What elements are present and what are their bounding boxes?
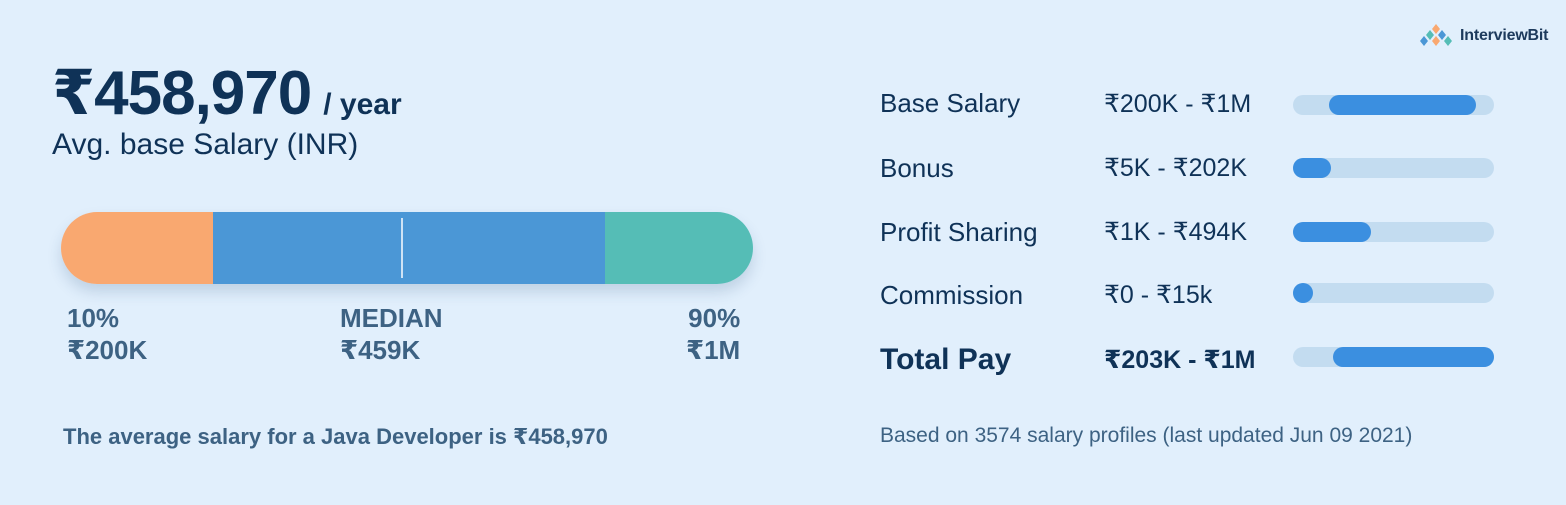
median-value: ₹459K xyxy=(340,335,421,365)
brand-logo: InterviewBit xyxy=(1418,22,1548,50)
low-value: ₹200K xyxy=(67,335,148,365)
breakdown-bar xyxy=(1333,347,1494,367)
breakdown-label: Base Salary xyxy=(880,88,1021,118)
range-segment-mid xyxy=(213,212,605,284)
breakdown-label: Profit Sharing xyxy=(880,217,1038,247)
breakdown-track xyxy=(1293,158,1494,178)
salary-subtitle: Avg. base Salary (INR) xyxy=(52,128,359,161)
high-value: ₹1M xyxy=(686,335,741,365)
breakdown-bar xyxy=(1293,283,1313,303)
low-percentile: 10% xyxy=(67,303,120,333)
salary-period: / year xyxy=(323,88,402,121)
breakdown-bar xyxy=(1293,222,1371,242)
median-percentile: MEDIAN xyxy=(340,303,443,333)
breakdown-label: Total Pay xyxy=(880,343,1012,376)
breakdown-range: ₹5K - ₹202K xyxy=(1104,154,1247,182)
average-salary-statement: The average salary for a Java Developer … xyxy=(63,424,608,449)
breakdown-range: ₹0 - ₹15k xyxy=(1104,281,1213,309)
breakdown-label: Bonus xyxy=(880,153,954,183)
range-segment-low xyxy=(61,212,213,284)
breakdown-bar xyxy=(1293,158,1331,178)
range-segment-high xyxy=(605,212,753,284)
breakdown-track xyxy=(1293,283,1494,303)
breakdown-range: ₹1K - ₹494K xyxy=(1104,218,1247,246)
data-source-note: Based on 3574 salary profiles (last upda… xyxy=(880,424,1413,447)
breakdown-track xyxy=(1293,222,1494,242)
breakdown-range: ₹200K - ₹1M xyxy=(1104,90,1252,118)
salary-headline: ₹458,970 / year xyxy=(52,56,402,129)
high-percentile: 90% xyxy=(688,303,741,333)
breakdown-range: ₹203K - ₹1M xyxy=(1104,346,1256,374)
breakdown-bar xyxy=(1329,95,1476,115)
median-marker xyxy=(401,218,403,278)
interviewbit-logo-icon xyxy=(1420,24,1452,46)
breakdown-track xyxy=(1293,95,1494,115)
range-label-low: 10% ₹200K xyxy=(67,302,147,366)
average-salary-amount: ₹458,970 xyxy=(52,59,312,128)
range-label-high: 90% ₹1M xyxy=(686,302,740,366)
range-label-median: MEDIAN ₹459K xyxy=(340,302,443,366)
breakdown-track xyxy=(1293,347,1494,367)
salary-range-bar xyxy=(61,212,753,284)
breakdown-label: Commission xyxy=(880,280,1024,310)
brand-name: InterviewBit xyxy=(1460,27,1549,44)
